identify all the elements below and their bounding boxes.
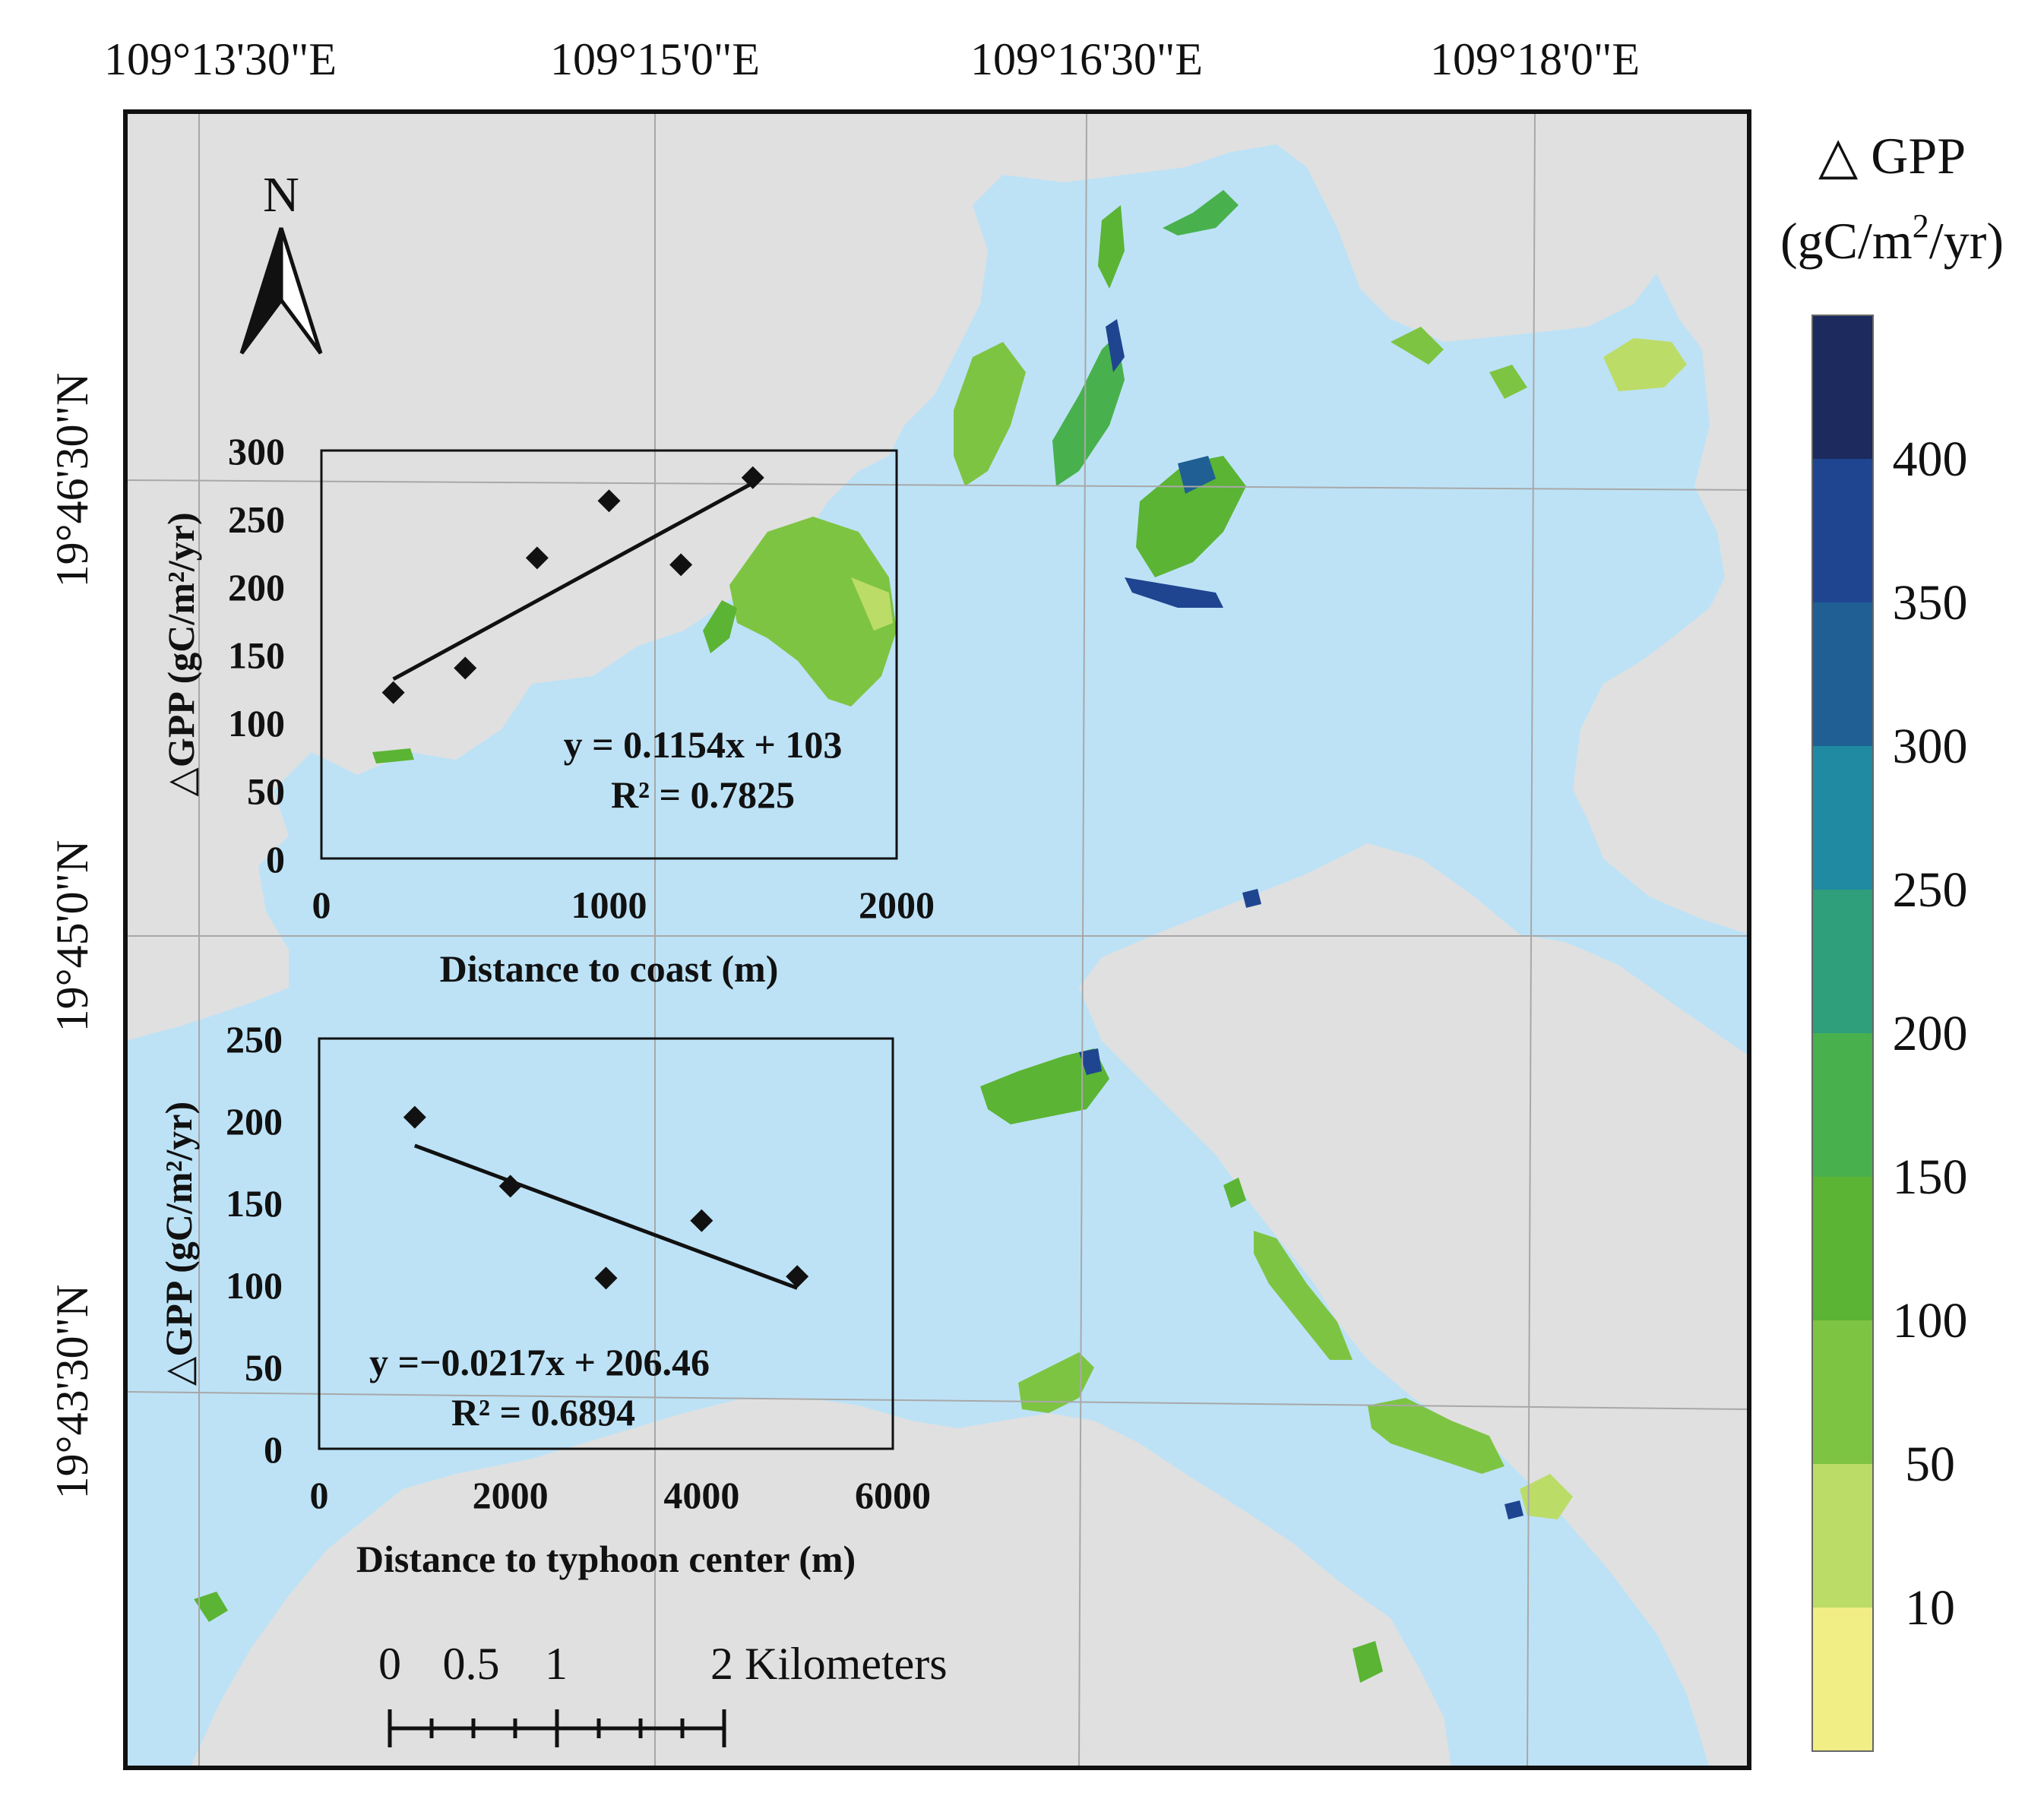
inset-chart-distance-to-typhoon: 0 50 100 150 200 250 0 2000 4000 6000 Distance to … (157, 1018, 931, 1580)
y-tick-label: 100 (226, 1264, 283, 1307)
legend-swatch-5 (1812, 1033, 1873, 1178)
inset-chart-distance-to-coast: 0 50 100 150 200 250 300 0 1000 2000 Distance to c… (160, 430, 935, 990)
x-axis-label: Distance to typhoon center (m) (356, 1538, 856, 1580)
data-point-2 (525, 546, 549, 570)
legend-label-4: 200 (1893, 1006, 1968, 1061)
y-tick-label: 0 (264, 1428, 283, 1471)
y-tick-label: 50 (247, 770, 285, 813)
lat-label-3: 19°43'30"N (47, 1285, 97, 1500)
r-squared: R² = 0.7825 (611, 773, 795, 816)
gpp-legend: △ GPP (gC/m2/yr) 400 350 300 250 200 150 100 50… (1780, 127, 2004, 1752)
legend-title: △ GPP (1818, 127, 1966, 185)
legend-label-0: 400 (1893, 432, 1968, 487)
lon-label-2: 109°15'0"E (550, 34, 760, 84)
y-tick-label: 250 (228, 498, 285, 541)
y-tick-label: 150 (228, 634, 285, 677)
longitude-labels: 109°13'30"E 109°15'0"E 109°16'30"E 109°1… (104, 34, 1640, 84)
data-point-3 (690, 1209, 714, 1232)
legend-label-7: 50 (1905, 1437, 1955, 1492)
legend-swatch-8 (1812, 1464, 1873, 1608)
legend-swatch-6 (1812, 1177, 1873, 1321)
legend-label-1: 350 (1893, 575, 1968, 631)
data-point-3 (597, 489, 621, 513)
data-point-4 (669, 553, 693, 577)
trendline (413, 1143, 799, 1290)
scale-bar: 0 0.5 1 2 Kilometers (378, 1639, 948, 1747)
graticule (125, 111, 1750, 1769)
data-point-1 (454, 656, 477, 680)
legend-swatches (1812, 315, 1873, 1752)
data-point-5 (741, 466, 764, 489)
water-west (125, 1041, 236, 1633)
legend-swatch-3 (1812, 746, 1873, 890)
data-point-1 (498, 1175, 522, 1198)
data-point-2 (594, 1266, 618, 1290)
legend-label-2: 300 (1893, 719, 1968, 774)
lat-label-2: 19°45'0"N (47, 840, 97, 1032)
x-tick-label: 0 (310, 1474, 329, 1516)
data-point-0 (381, 681, 405, 704)
x-tick-label: 6000 (855, 1474, 931, 1516)
legend-unit: (gC/m2/yr) (1780, 207, 2004, 270)
x-tick-label: 2000 (473, 1474, 549, 1516)
regression-equation: y = 0.1154x + 103 (564, 723, 843, 766)
data-point-0 (403, 1105, 426, 1129)
legend-swatch-2 (1812, 602, 1873, 747)
y-tick-label: 100 (228, 702, 285, 745)
water-body (125, 144, 1749, 1768)
legend-label-6: 100 (1893, 1293, 1968, 1348)
legend-swatch-4 (1812, 890, 1873, 1034)
north-arrow-label: N (263, 167, 299, 223)
y-tick-label: 300 (228, 430, 285, 473)
lat-label-1: 19°46'30"N (47, 373, 97, 588)
legend-swatch-0 (1812, 315, 1873, 460)
r-squared: R² = 0.6894 (451, 1391, 635, 1434)
lon-label-4: 109°18'0"E (1430, 34, 1640, 84)
legend-swatch-1 (1812, 459, 1873, 603)
x-tick-label: 4000 (663, 1474, 739, 1516)
y-tick-label: 250 (226, 1018, 283, 1061)
y-axis-label: △GPP (gC/m²/yr) (157, 1102, 200, 1386)
x-tick-label: 0 (312, 884, 331, 926)
regression-equation: y =−0.0217x + 206.46 (369, 1341, 710, 1383)
legend-swatch-9 (1812, 1608, 1873, 1752)
land-southeast (1710, 1732, 1749, 1768)
land-peninsula (190, 1398, 1451, 1768)
x-axis-label: Distance to coast (m) (440, 947, 779, 990)
legend-label-3: 250 (1893, 862, 1968, 918)
y-tick-label: 50 (245, 1346, 283, 1389)
lon-label-3: 109°16'30"E (970, 34, 1203, 84)
scale-label-2km: 2 Kilometers (710, 1639, 948, 1689)
map-frame (123, 109, 1751, 1770)
x-tick-label: 1000 (571, 884, 647, 926)
scale-label-0: 0 (378, 1639, 401, 1689)
x-tick-label: 2000 (859, 884, 935, 926)
data-point-4 (786, 1265, 809, 1288)
scale-label-1: 1 (545, 1639, 568, 1689)
plot-area (320, 449, 898, 860)
y-axis-label: △GPP (gC/m²/yr) (160, 512, 202, 796)
legend-swatch-7 (1812, 1320, 1873, 1465)
legend-label-5: 150 (1893, 1149, 1968, 1205)
north-arrow: N (239, 167, 323, 355)
y-tick-label: 200 (226, 1100, 283, 1143)
plot-area (318, 1037, 894, 1450)
y-tick-label: 200 (228, 566, 285, 609)
latitude-labels: 19°46'30"N 19°45'0"N 19°43'30"N (47, 373, 97, 1500)
legend-label-8: 10 (1905, 1580, 1955, 1636)
legend-labels: 400 350 300 250 200 150 100 50 10 (1893, 432, 1968, 1636)
lon-label-1: 109°13'30"E (104, 34, 337, 84)
trendline (392, 481, 754, 681)
y-tick-label: 150 (226, 1182, 283, 1225)
scale-label-05: 0.5 (443, 1639, 500, 1689)
y-tick-label: 0 (266, 838, 285, 881)
